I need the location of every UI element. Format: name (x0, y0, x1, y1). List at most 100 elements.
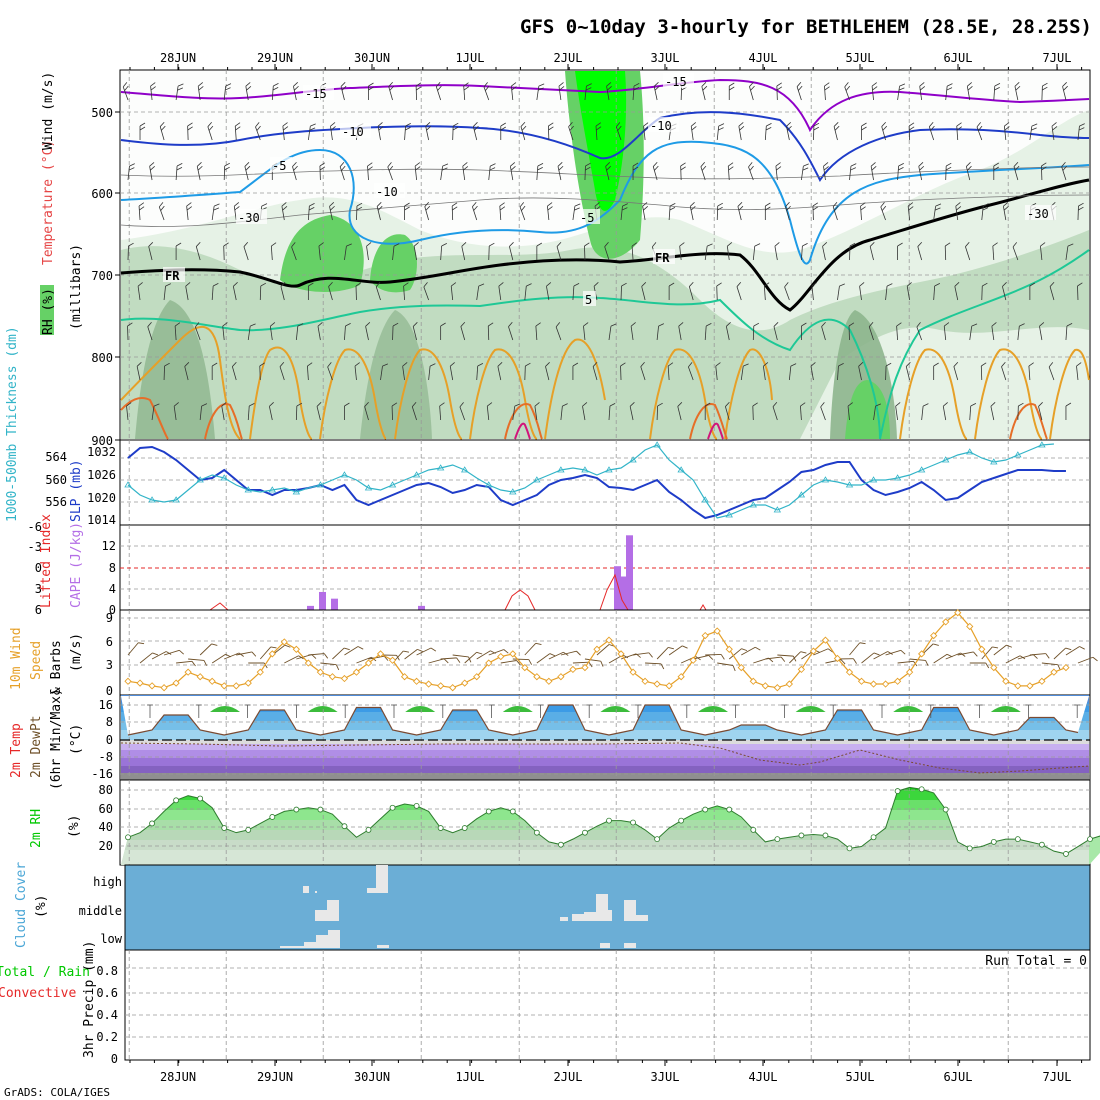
barb-shaft (765, 656, 782, 660)
wind10m-barb (452, 654, 472, 663)
barb-feather (798, 85, 803, 91)
rh2m-marker (774, 836, 781, 843)
wind-barb (582, 402, 588, 421)
barb-feather (1031, 127, 1037, 131)
barb-feather (875, 403, 882, 407)
barb-shaft (184, 366, 189, 381)
barb-feather (849, 242, 856, 247)
precip-tick: 0.6 (96, 986, 118, 1000)
barb-feather (441, 167, 448, 171)
barb-shaft (868, 326, 874, 341)
wind-barb (811, 282, 817, 301)
wind-barb (1040, 242, 1046, 261)
barb-feather (812, 206, 819, 211)
wind-barb (1038, 402, 1043, 421)
barb-feather (680, 162, 686, 167)
barb-feather (250, 323, 256, 327)
wind-barb (270, 242, 277, 261)
barb-feather (335, 664, 340, 671)
barb-shaft (497, 366, 502, 381)
barb-feather (476, 651, 483, 655)
barb-shaft (917, 246, 923, 261)
barb-feather (717, 202, 724, 207)
wind10m-barb (765, 656, 786, 662)
li-tick: 6 (35, 603, 42, 617)
barb-feather (149, 162, 155, 167)
barb-shaft (583, 326, 586, 341)
wind-barb (317, 322, 323, 341)
wind10m-marker (641, 677, 649, 685)
temp2m-unit: (°C) (69, 724, 84, 755)
wind10m-marker (905, 668, 914, 676)
wind-barb (462, 162, 469, 181)
wind-barb (158, 202, 165, 221)
barb-shaft (645, 662, 662, 665)
barb-shaft (1065, 326, 1068, 341)
contour-label: -30 (1027, 207, 1049, 221)
barb-feather (489, 167, 496, 171)
wind-barb (955, 202, 962, 221)
thickness-marker (605, 466, 613, 473)
wind-barb (690, 122, 697, 141)
contour-label-bg (578, 209, 600, 224)
barb-shaft (969, 326, 973, 341)
barb-feather (424, 202, 430, 207)
barb-feather (840, 659, 846, 665)
wind-barb (247, 323, 256, 341)
wind10m-marker (893, 677, 902, 685)
wind10m-barb (945, 652, 966, 660)
barb-shaft (231, 366, 237, 381)
precip-grid (125, 950, 1090, 1060)
barb-shaft (921, 406, 924, 421)
barb-shaft (991, 326, 995, 341)
barb-shaft (705, 653, 722, 656)
wind-barb (849, 163, 857, 181)
wind-barb (259, 362, 265, 381)
wind-barb (604, 242, 610, 261)
barb-feather (415, 166, 421, 171)
wind-barb (716, 123, 725, 141)
barb-shaft (293, 86, 297, 101)
wind-barb (1017, 402, 1024, 421)
barb-shaft (965, 166, 971, 181)
barb-shaft (281, 206, 285, 221)
wind-barb (281, 202, 288, 221)
barb-feather (1062, 82, 1067, 87)
li-tick: -6 (28, 520, 42, 534)
barb-feather (773, 322, 779, 327)
barb-feather (954, 282, 960, 287)
barb-shaft (789, 651, 802, 664)
wind-barb (307, 123, 316, 141)
wind-barb (933, 362, 939, 380)
barb-feather (785, 202, 790, 207)
wind10m-marker (136, 679, 144, 687)
wind-barb (127, 163, 135, 181)
upper-air-grid (120, 70, 1090, 440)
wind-barb (897, 83, 906, 101)
barb-feather (175, 242, 182, 247)
barb-feather (270, 322, 276, 327)
wind-barb (945, 83, 953, 101)
wind-barb (232, 282, 238, 301)
barb-shaft (906, 286, 911, 301)
wind-barb (557, 162, 564, 181)
wind10m-barb (969, 662, 990, 669)
wind-barb (319, 162, 326, 181)
slp-tick: 1026 (87, 468, 116, 482)
wind10m-marker (208, 677, 216, 685)
wind10m-barb (885, 649, 906, 656)
top-time-axis: 28JUN 29JUN 30JUN 1JUL 2JUL 3JUL 4JUL 5JUL 6JUL 7… (129, 51, 1083, 70)
barb-shaft (330, 126, 333, 141)
barb-feather (668, 282, 675, 287)
barb-feather (225, 83, 232, 87)
rh2m-marker (870, 834, 877, 841)
barb-feather (546, 282, 552, 287)
barb-shaft (1029, 653, 1046, 656)
barb-feather (705, 323, 712, 327)
barb-shaft (524, 286, 527, 301)
barb-feather (1061, 162, 1066, 167)
barb-feather (558, 165, 564, 171)
barb-feather (861, 122, 867, 127)
barb-feather (1079, 123, 1085, 127)
wind-barb (620, 203, 628, 221)
